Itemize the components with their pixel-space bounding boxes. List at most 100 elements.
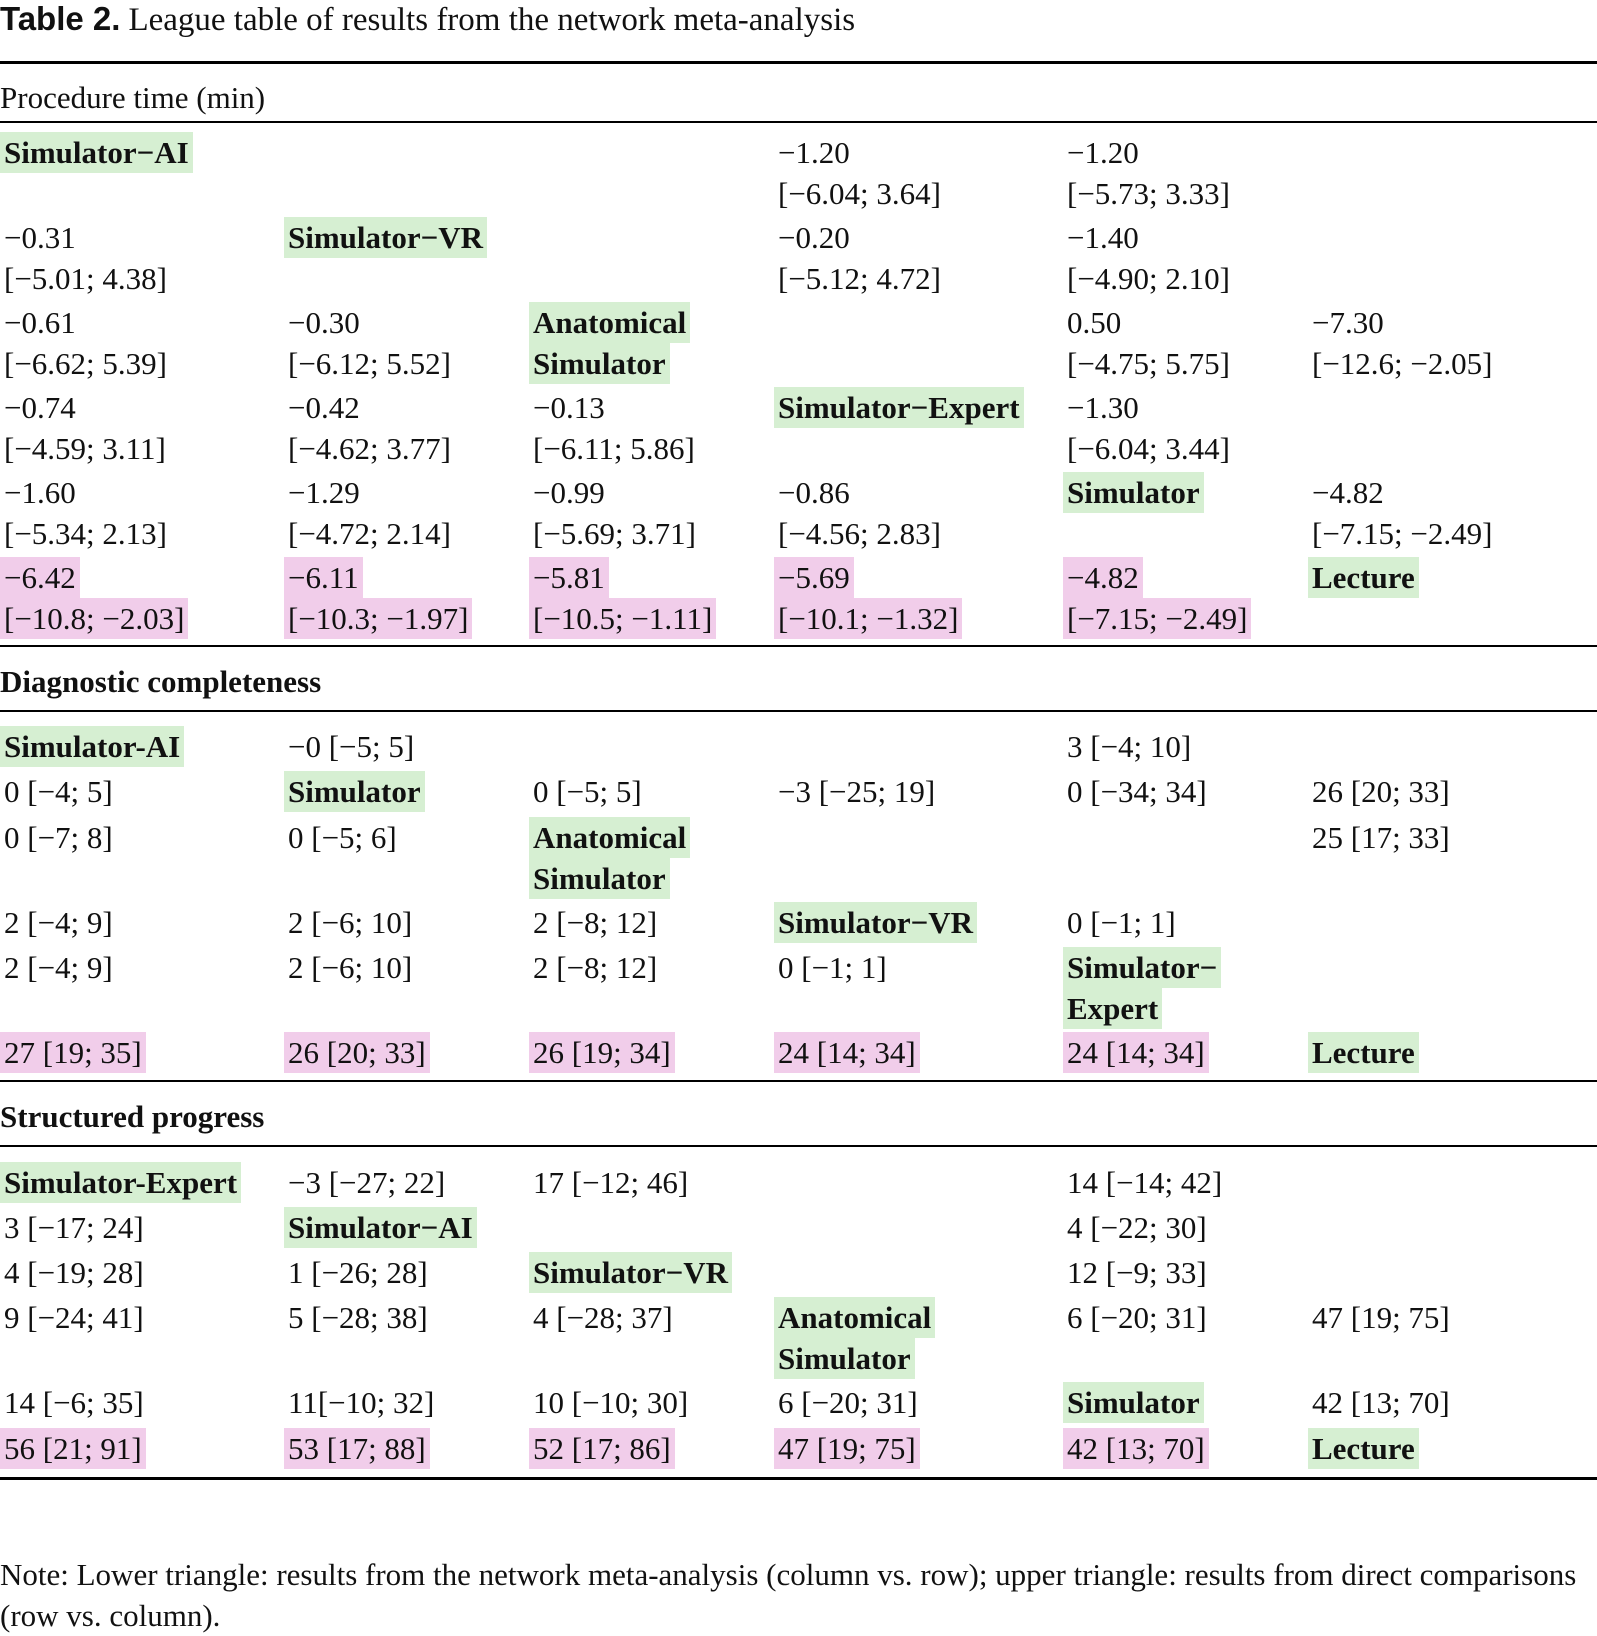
effect-estimate: 4 [−28; 37]	[533, 1300, 673, 1335]
comparison-cell: −3 [−27; 22]	[284, 1162, 449, 1203]
comparison-cell: 14 [−14; 42]	[1063, 1162, 1226, 1203]
comparison-cell: 42 [13; 70]	[1308, 1382, 1454, 1423]
effect-estimate: 0 [−1; 1]	[1067, 905, 1176, 940]
treatment-label: Lecture	[1308, 1032, 1419, 1073]
effect-estimate: 3 [−17; 24]	[4, 1210, 144, 1245]
treatment-name: Lecture	[1308, 557, 1419, 598]
comparison-cell: 0 [−1; 1]	[1063, 902, 1180, 943]
effect-estimate: 47 [19; 75]	[774, 1428, 920, 1469]
comparison-cell: 0 [−1; 1]	[774, 947, 891, 988]
comparison-cell: 0 [−4; 5]	[0, 771, 117, 812]
effect-estimate: 14 [−6; 35]	[4, 1385, 144, 1420]
effect-estimate: 0 [−1; 1]	[778, 950, 887, 985]
comparison-cell: 24 [14; 34]	[1063, 1032, 1209, 1073]
treatment-name: Simulator	[529, 858, 670, 899]
table-note: Note: Lower triangle: results from the n…	[0, 1557, 1577, 1633]
confidence-interval: [−10.5; −1.11]	[529, 598, 717, 639]
section-rule	[0, 1145, 1597, 1147]
effect-estimate: 1 [−26; 28]	[288, 1255, 428, 1290]
comparison-cell: −1.20 [−5.73; 3.33]	[1063, 132, 1234, 214]
comparison-cell: −0.74 [−4.59; 3.11]	[0, 387, 170, 469]
treatment-name: Simulator−VR	[529, 1252, 733, 1293]
effect-estimate: −6.42	[0, 557, 80, 598]
comparison-cell: 47 [19; 75]	[1308, 1297, 1454, 1338]
effect-estimate: −1.30	[1067, 390, 1139, 425]
effect-estimate: 27 [19; 35]	[0, 1032, 146, 1073]
effect-estimate: 53 [17; 88]	[284, 1428, 430, 1469]
effect-estimate: −1.29	[288, 475, 360, 510]
comparison-cell: −0.61 [−6.62; 5.39]	[0, 302, 171, 384]
effect-estimate: −1.60	[4, 475, 76, 510]
comparison-cell: 52 [17; 86]	[529, 1428, 675, 1469]
comparison-cell: −6.11 [−10.3; −1.97]	[284, 557, 473, 639]
comparison-cell: 3 [−17; 24]	[0, 1207, 148, 1248]
treatment-name: Anatomical	[774, 1297, 936, 1338]
effect-estimate: −4.82	[1312, 475, 1384, 510]
comparison-cell: 2 [−8; 12]	[529, 902, 661, 943]
effect-estimate: 0 [−5; 5]	[533, 774, 642, 809]
comparison-cell: −0.99 [−5.69; 3.71]	[529, 472, 700, 554]
treatment-name: Simulator	[1063, 472, 1204, 513]
treatment-name: Simulator−AI	[284, 1207, 477, 1248]
treatment-name: Simulator−AI	[0, 132, 193, 173]
comparison-cell: −1.40 [−4.90; 2.10]	[1063, 217, 1234, 299]
effect-estimate: −0.13	[533, 390, 605, 425]
effect-estimate: −0.61	[4, 305, 76, 340]
comparison-cell: −3 [−25; 19]	[774, 771, 939, 812]
effect-estimate: 3 [−4; 10]	[1067, 729, 1192, 764]
confidence-interval: [−4.72; 2.14]	[288, 516, 451, 551]
comparison-cell: 0 [−5; 6]	[284, 817, 401, 858]
treatment-label: Simulator−VR	[529, 1252, 733, 1293]
effect-estimate: 5 [−28; 38]	[288, 1300, 428, 1335]
treatment-label: Simulator-AI	[0, 726, 185, 767]
treatment-name: Simulator-AI	[0, 726, 185, 767]
confidence-interval: [−6.04; 3.64]	[778, 176, 941, 211]
effect-estimate: 10 [−10; 30]	[533, 1385, 689, 1420]
confidence-interval: [−5.69; 3.71]	[533, 516, 696, 551]
comparison-cell: −4.82 [−7.15; −2.49]	[1308, 472, 1496, 554]
effect-estimate: 56 [21; 91]	[0, 1428, 146, 1469]
effect-estimate: 9 [−24; 41]	[4, 1300, 144, 1335]
treatment-label: Simulator−AI	[284, 1207, 477, 1248]
treatment-name: Simulator−VR	[774, 902, 978, 943]
comparison-cell: 2 [−4; 9]	[0, 902, 117, 943]
comparison-cell: 0 [−5; 5]	[529, 771, 646, 812]
confidence-interval: [−5.01; 4.38]	[4, 261, 167, 296]
comparison-cell: 11[−10; 32]	[284, 1382, 438, 1423]
comparison-cell: −5.69 [−10.1; −1.32]	[774, 557, 963, 639]
effect-estimate: −1.20	[1067, 135, 1139, 170]
effect-estimate: 42 [13; 70]	[1063, 1428, 1209, 1469]
confidence-interval: [−4.59; 3.11]	[4, 431, 166, 466]
effect-estimate: 52 [17; 86]	[529, 1428, 675, 1469]
treatment-name: Simulator	[529, 343, 670, 384]
comparison-cell: 2 [−4; 9]	[0, 947, 117, 988]
effect-estimate: 17 [−12; 46]	[533, 1165, 689, 1200]
confidence-interval: [−5.34; 2.13]	[4, 516, 167, 551]
effect-estimate: −3 [−25; 19]	[778, 774, 936, 809]
treatment-name: Lecture	[1308, 1428, 1419, 1469]
treatment-label: Anatomical Simulator	[774, 1297, 936, 1379]
treatment-name: Expert	[1063, 988, 1163, 1029]
comparison-cell: 2 [−6; 10]	[284, 902, 416, 943]
confidence-interval: [−6.04; 3.44]	[1067, 431, 1230, 466]
section-divider	[0, 645, 1597, 647]
comparison-cell: −5.81 [−10.5; −1.11]	[529, 557, 717, 639]
effect-estimate: −3 [−27; 22]	[288, 1165, 446, 1200]
effect-estimate: 2 [−8; 12]	[533, 950, 658, 985]
confidence-interval: [−4.90; 2.10]	[1067, 261, 1230, 296]
effect-estimate: −1.20	[778, 135, 850, 170]
treatment-label: Simulator	[284, 771, 425, 812]
comparison-cell: 3 [−4; 10]	[1063, 726, 1195, 767]
comparison-cell: 4 [−28; 37]	[529, 1297, 677, 1338]
section-rule	[0, 710, 1597, 712]
effect-estimate: 4 [−19; 28]	[4, 1255, 144, 1290]
comparison-cell: 17 [−12; 46]	[529, 1162, 692, 1203]
effect-estimate: 2 [−6; 10]	[288, 950, 413, 985]
treatment-label: Simulator−Expert	[774, 387, 1024, 428]
treatment-label: Simulator−Expert	[1063, 947, 1222, 1029]
treatment-name: Simulator−	[1063, 947, 1222, 988]
treatment-name: Simulator	[1063, 1382, 1204, 1423]
comparison-cell: 6 [−20; 31]	[774, 1382, 922, 1423]
treatment-name: Anatomical	[529, 817, 691, 858]
treatment-label: Anatomical Simulator	[529, 817, 691, 899]
